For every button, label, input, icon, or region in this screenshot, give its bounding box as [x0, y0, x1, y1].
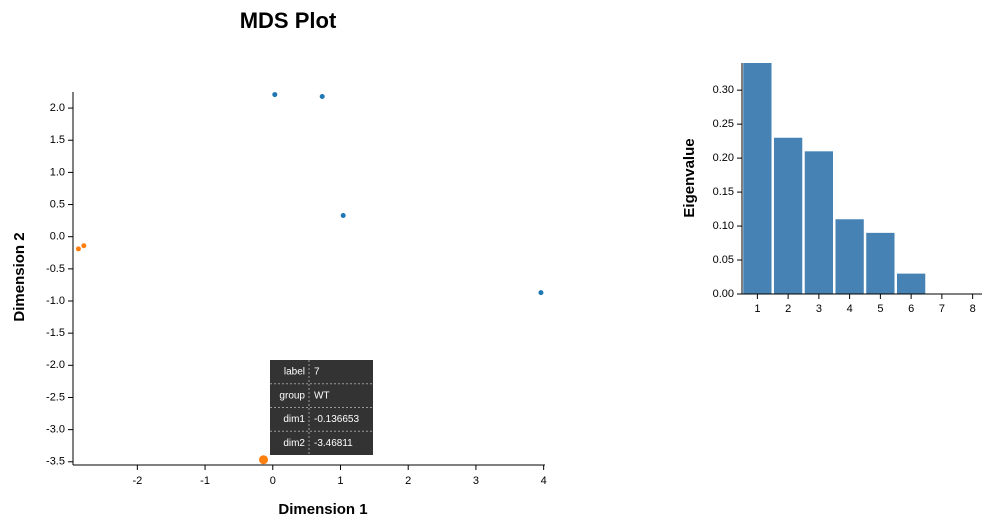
x-tick-label: 3: [816, 303, 822, 315]
y-tick-label: 1.0: [50, 166, 65, 178]
x-tick-label: -2: [132, 475, 142, 487]
tooltip-value: 7: [314, 367, 320, 378]
tooltip-value: WT: [314, 390, 330, 401]
x-tick-label: 6: [908, 303, 914, 315]
point: [81, 243, 87, 249]
bar: [743, 63, 772, 294]
y-tick-label: -2.0: [46, 359, 65, 371]
y-tick-label: -3.0: [46, 424, 65, 436]
bar: [896, 273, 926, 294]
point: [259, 455, 269, 465]
y-tick-label: -0.5: [46, 263, 65, 275]
tooltip: label 7 group WT dim1 -0.136653 dim2 -3.46811: [270, 360, 373, 455]
x-axis-label: Dimension 1: [278, 501, 367, 518]
y-tick-label: 0.10: [713, 220, 734, 232]
y-axis-label: Dimension 2: [11, 232, 28, 321]
y-tick-label: 0.05: [713, 254, 734, 266]
x-tick-label: 0: [270, 475, 276, 487]
bar: [773, 137, 803, 294]
bar: [804, 151, 834, 294]
y-tick-label: -2.5: [46, 391, 65, 403]
x-tick-label: 8: [970, 303, 976, 315]
bar: [866, 232, 895, 294]
y-tick-label: 0.25: [713, 118, 734, 130]
x-tick-label: 4: [541, 475, 547, 487]
y-tick-label: 0.5: [50, 198, 65, 210]
tooltip-value: -0.136653: [314, 414, 359, 425]
x-tick-label: 3: [473, 475, 479, 487]
y-tick-label: 0.30: [713, 84, 734, 96]
y-axis-label: Eigenvalue: [681, 138, 698, 217]
y-tick-label: 0.0: [50, 231, 65, 243]
x-tick-label: 1: [754, 303, 760, 315]
point: [340, 212, 346, 218]
y-tick-label: 0.20: [713, 152, 734, 164]
chart-title: MDS Plot: [240, 8, 337, 33]
tooltip-key: dim1: [283, 414, 305, 425]
point: [75, 246, 81, 252]
y-tick-label: -1.0: [46, 295, 65, 307]
y-tick-label: 0.15: [713, 186, 734, 198]
tooltip-key: dim2: [283, 438, 305, 449]
bar: [835, 219, 864, 294]
x-tick-label: 2: [405, 475, 411, 487]
tooltip-value: -3.46811: [314, 438, 353, 449]
y-tick-label: -3.5: [46, 456, 65, 468]
x-tick-label: 7: [939, 303, 945, 315]
x-tick-label: 1: [337, 475, 343, 487]
x-tick-label: 4: [847, 303, 853, 315]
x-tick-label: -1: [200, 475, 210, 487]
y-tick-label: -1.5: [46, 327, 65, 339]
point: [538, 290, 544, 296]
y-tick-label: 2.0: [50, 102, 65, 114]
point: [319, 94, 325, 100]
tooltip-key: label: [284, 367, 305, 378]
y-tick-label: 0.00: [713, 288, 734, 300]
tooltip-key: group: [279, 390, 305, 401]
x-tick-label: 2: [785, 303, 791, 315]
point: [272, 92, 278, 98]
y-tick-label: 1.5: [50, 134, 65, 146]
x-tick-label: 5: [877, 303, 883, 315]
